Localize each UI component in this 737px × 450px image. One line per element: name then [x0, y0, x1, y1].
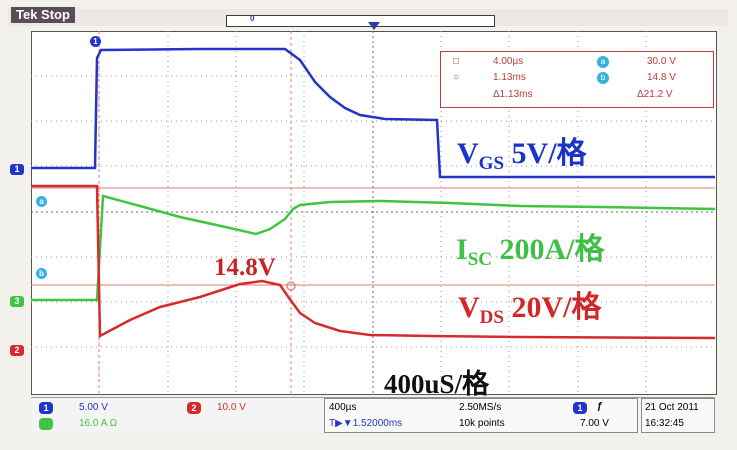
cursor-delta-time: Δ1.13ms [493, 89, 533, 100]
vgs-scale-label: VGS 5V/格 [457, 137, 587, 174]
ch1-ch3-settings[interactable]: 1 5.00 V 16.0 A Ω [33, 399, 173, 432]
cursor-time-1: 4.00µs [493, 56, 524, 67]
cursor-readout: □ 4.00µs a 30.0 V ○ 1.13ms b 14.8 V Δ1.1… [440, 51, 714, 108]
trigger-slope-icon: ƒ [597, 401, 603, 412]
cursor-circle-icon: ○ [453, 72, 460, 83]
record-timeline[interactable]: 0 [226, 14, 495, 27]
trigger-marker[interactable]: 1 [90, 36, 101, 47]
trigger-source-badge: 1 [573, 402, 587, 414]
ch1-scale: 5.00 V [79, 402, 108, 413]
date: 21 Oct 2011 [645, 402, 699, 413]
timebase-value: 400µs [329, 402, 357, 413]
timeline-marker: 0 [250, 14, 255, 23]
isc-scale-label: ISC 200A/格 [456, 233, 605, 270]
date-time-panel: 21 Oct 2011 16:32:45 [641, 398, 715, 433]
run-status: Tek Stop [11, 7, 75, 23]
time-scale-label: 400uS/格 [384, 369, 490, 399]
record-length: 10k points [459, 418, 505, 429]
cursor-b-badge: b [597, 72, 609, 84]
time: 16:32:45 [645, 418, 684, 429]
cursor-square-icon: □ [453, 56, 460, 67]
ch2-settings[interactable]: 2 10.0 V [181, 399, 311, 432]
ch3-ground-marker[interactable]: 3 [10, 296, 24, 307]
vds-waveform [31, 184, 716, 340]
cursor-value-2: 14.8 V [647, 72, 676, 83]
settings-bar: 1 5.00 V 16.0 A Ω 2 10.0 V 400µs 2.50MS/… [31, 397, 715, 433]
ch2-scale: 10.0 V [217, 402, 246, 413]
cursor-a-marker[interactable]: a [36, 196, 47, 207]
trigger-level: 7.00 V [580, 418, 609, 429]
sample-rate: 2.50MS/s [459, 402, 502, 413]
trigger-position-icon[interactable] [368, 22, 380, 30]
ch1-ground-marker[interactable]: 1 [10, 164, 24, 175]
ch2-ground-marker[interactable]: 2 [10, 345, 24, 356]
timebase-panel[interactable]: 400µs 2.50MS/s 1 ƒ T▶▼1.52000ms 10k poin… [324, 398, 638, 433]
horizontal-position: T▶▼1.52000ms [329, 418, 403, 429]
cursor-time-2: 1.13ms [493, 72, 526, 83]
peak-voltage-label: 14.8V [214, 254, 276, 281]
vds-scale-label: VDS 20V/格 [458, 291, 602, 328]
ch3-scale: 16.0 A Ω [79, 418, 118, 429]
isc-waveform [31, 194, 716, 302]
graticule-center-axes [31, 31, 715, 393]
cursor-value-1: 30.0 V [647, 56, 676, 67]
ch2-badge: 2 [187, 402, 201, 414]
cursor-point-b[interactable] [286, 281, 296, 291]
ch1-badge: 1 [39, 402, 53, 414]
cursor-b-marker[interactable]: b [36, 268, 47, 279]
vgs-waveform [31, 47, 715, 179]
cursor-a-badge: a [597, 56, 609, 68]
cursor-delta-value: Δ21.2 V [637, 89, 673, 100]
ch3-badge [39, 418, 53, 430]
